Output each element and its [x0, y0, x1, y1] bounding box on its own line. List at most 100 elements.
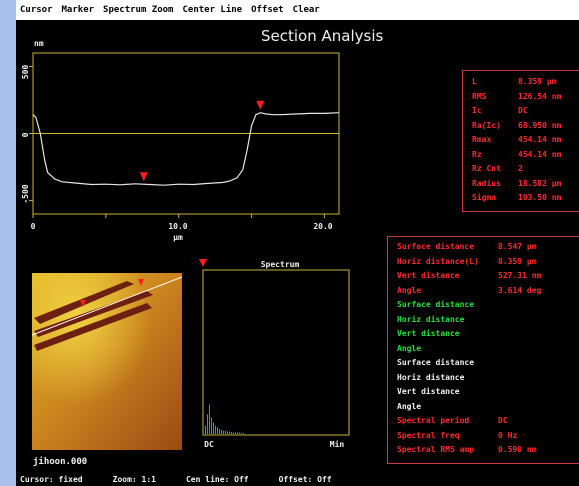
spectrum-bar [211, 417, 212, 434]
spectrum-bar [237, 432, 238, 434]
spectrum-bar [215, 425, 216, 434]
menu-spectrum-zoom[interactable]: Spectrum Zoom [103, 5, 174, 15]
menu-marker[interactable]: Marker [61, 5, 95, 15]
spectrum-bar [209, 404, 210, 434]
measurement-row: Vert distance [388, 327, 579, 342]
measurement-row: Horiz distance(L) 8.359 µm [388, 255, 579, 270]
measurement-label: Spectral freq [397, 430, 460, 440]
spectrum-bar [243, 433, 244, 434]
stat-label: Sigma [472, 193, 497, 202]
menu-clear[interactable]: Clear [292, 5, 320, 15]
measurement-row: Angle [388, 400, 579, 415]
y-tick-label: 500 [21, 65, 30, 80]
measurement-label: Surface distance [397, 358, 475, 367]
roughness-stats-panel: L 8.359 µm RMS 126.54 nm Ic DC Ra(Ic) 68.950 nm… [462, 70, 579, 212]
measurement-row: Horiz distance [388, 313, 579, 328]
spectrum-min-label: Min [330, 439, 345, 449]
measurement-row: Spectral RMS amp 0.590 nm [388, 443, 579, 458]
spectrum-bar [233, 432, 234, 434]
image-filename: jihoon.000 [33, 457, 88, 467]
menu-offset[interactable]: Offset [251, 5, 284, 15]
spectrum-bar [207, 414, 208, 434]
measurement-row: Surface distance [388, 298, 579, 313]
measurement-row: Vert distance 527.31 nm [388, 269, 579, 284]
app-window: Cursor Marker Spectrum Zoom Center Line … [16, 0, 579, 486]
x-tick-label: 0 [31, 222, 36, 231]
spectrum-dc-label: DC [204, 440, 214, 449]
stat-row: Rmax 454.14 nm [463, 133, 579, 148]
section-line[interactable] [32, 276, 182, 336]
section-marker-icon[interactable] [256, 100, 265, 110]
spectrum-plot[interactable]: Spectrum DC Min [192, 256, 352, 456]
measurement-label: Horiz distance(L) [397, 256, 479, 266]
stat-label: Rz [472, 149, 482, 159]
spectrum-bar [221, 429, 222, 434]
image-marker-icon[interactable] [138, 279, 144, 286]
stat-label: Radius [472, 178, 501, 188]
section-trace [32, 112, 340, 186]
measurement-value: 8.359 µm [498, 256, 537, 266]
measurement-label: Horiz distance [397, 314, 465, 324]
measurement-row: Horiz distance [388, 371, 579, 386]
measurement-label: Spectral RMS amp [397, 445, 475, 454]
measurement-label: Vert distance [397, 387, 460, 396]
spectrum-bar [231, 432, 232, 434]
stat-label: Rz Cnt [472, 164, 501, 173]
status-cen-line: Cen line: Off [185, 474, 249, 484]
stat-label: Ra(Ic) [472, 120, 501, 130]
measurement-row: Spectral period DC [388, 414, 579, 429]
spectrum-frame [202, 269, 350, 436]
stat-row: Rz Cnt 2 [463, 162, 579, 177]
x-tick-label: 20.0 [313, 222, 332, 231]
page-title: Section Analysis [261, 27, 384, 45]
spectrum-marker-icon[interactable] [199, 259, 207, 267]
image-marker-icon[interactable] [80, 300, 86, 307]
stat-value: 103.50 nm [518, 193, 562, 202]
spectrum-bar [219, 429, 220, 434]
spectrum-bar [241, 432, 242, 434]
stat-value: 8.359 µm [518, 77, 557, 86]
y-tick-label: -500 [21, 184, 30, 203]
stat-row: Sigma 103.50 nm [463, 191, 579, 206]
spectrum-bar [223, 430, 224, 434]
menu-cursor[interactable]: Cursor [20, 5, 53, 15]
y-tick-label: 0 [21, 132, 30, 137]
status-zoom: Zoom: 1:1 [112, 474, 156, 484]
measurement-label: Angle [397, 343, 422, 353]
measurement-value: 527.31 nm [498, 271, 542, 280]
measurement-panel: Surface distance 8.547 µm Horiz distance(L… [387, 236, 579, 464]
measurement-label: Angle [397, 285, 422, 295]
stat-label: Rmax [472, 135, 492, 144]
stat-row: Radius 18.582 µm [463, 177, 579, 192]
menu-center-line[interactable]: Center Line [182, 5, 243, 15]
x-tick-label: 10.0 [168, 222, 187, 231]
section-marker-icon[interactable] [139, 172, 148, 182]
spectrum-bar [205, 425, 206, 434]
spectrum-bar [229, 431, 230, 434]
stat-label: L [472, 77, 477, 86]
spectrum-bar [227, 431, 228, 434]
measurement-value: 0 Hz [498, 430, 518, 440]
measurement-label: Horiz distance [397, 372, 465, 382]
section-profile-plot[interactable]: nm 500 0 -500 0 10.0 20.0 µm [16, 38, 346, 250]
stat-row: L 8.359 µm [463, 75, 579, 90]
measurement-label: Surface distance [397, 242, 475, 251]
afm-height-image[interactable] [32, 273, 182, 450]
status-offset: Offset: Off [278, 474, 332, 484]
spectrum-title: Spectrum [261, 260, 300, 269]
stat-value: 454.14 nm [518, 135, 562, 144]
measurement-row: Vert distance [388, 385, 579, 400]
stat-value: 454.14 nm [518, 149, 562, 159]
measurement-row: Angle 3.614 deg [388, 284, 579, 299]
spectrum-bar [225, 430, 226, 434]
y-unit-label: nm [34, 39, 44, 48]
stat-value: 126.54 nm [518, 91, 562, 101]
spectrum-bar [213, 422, 214, 434]
stat-value: 18.582 µm [518, 178, 562, 188]
stat-label: Ic [472, 106, 482, 115]
measurement-value: DC [498, 416, 508, 425]
measurement-value: 0.590 nm [498, 445, 537, 454]
measurement-row: Angle [388, 342, 579, 357]
stat-value: 68.950 nm [518, 120, 562, 130]
stat-row: RMS 126.54 nm [463, 90, 579, 105]
